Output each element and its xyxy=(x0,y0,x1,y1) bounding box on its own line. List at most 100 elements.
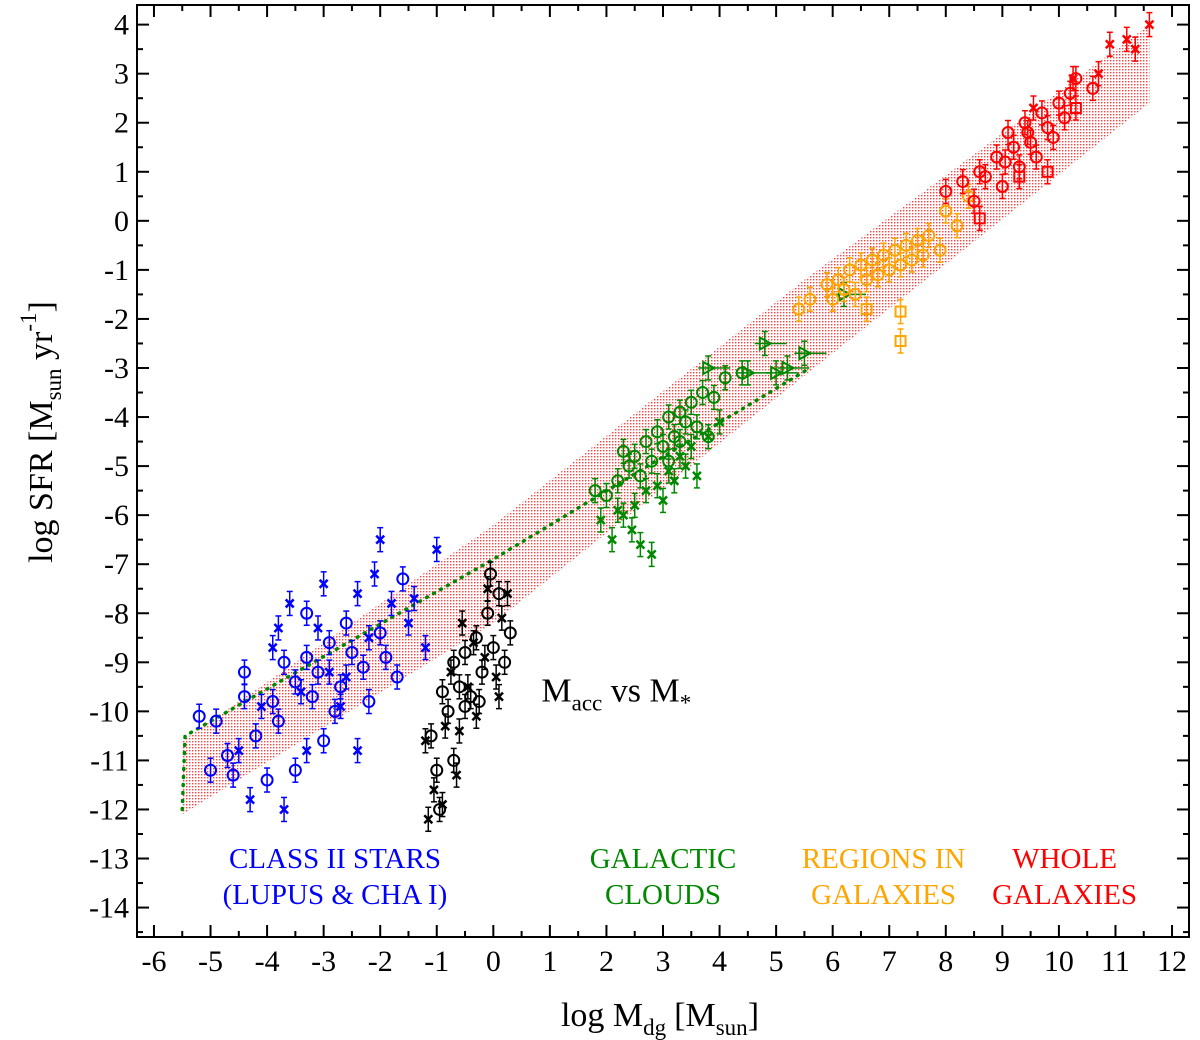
data-point xyxy=(192,703,206,730)
data-point xyxy=(646,541,657,568)
x-tick-label: -2 xyxy=(368,945,393,978)
data-point xyxy=(305,683,319,710)
data-point xyxy=(311,659,325,685)
data-point xyxy=(641,477,651,504)
data-point xyxy=(447,747,461,774)
data-point xyxy=(686,433,697,460)
data-point xyxy=(356,654,370,680)
data-point xyxy=(475,659,489,685)
data-point xyxy=(703,423,714,450)
data-point xyxy=(288,757,302,783)
data-point xyxy=(1121,26,1132,53)
x-tick-label: 3 xyxy=(656,945,671,978)
x-axis-ticks: -6 -5 -4 -3 -2 -1 0 1 2 3 4 5 6 7 8 9 10 11 12 xyxy=(141,5,1187,978)
data-point xyxy=(468,629,479,656)
data-point xyxy=(1028,95,1039,121)
data-point xyxy=(496,605,507,631)
data-point xyxy=(440,713,451,739)
data-point xyxy=(423,806,434,833)
y-tick-label: -4 xyxy=(104,401,129,434)
data-point xyxy=(277,649,291,676)
data-point xyxy=(860,296,873,322)
data-point xyxy=(300,644,314,671)
data-point xyxy=(1104,31,1115,57)
data-point xyxy=(622,453,636,479)
data-point xyxy=(680,453,691,479)
data-point xyxy=(498,649,512,676)
data-point xyxy=(843,257,857,283)
data-point xyxy=(260,767,274,793)
data-point xyxy=(409,585,420,612)
data-point xyxy=(1041,159,1054,185)
group-label: REGIONS IN GALAXIES xyxy=(802,843,966,911)
data-point xyxy=(973,159,987,185)
data-point xyxy=(754,330,787,357)
data-point xyxy=(273,615,284,641)
data-point xyxy=(599,482,613,509)
data-point xyxy=(364,625,374,651)
data-point xyxy=(435,678,449,705)
data-point xyxy=(635,531,646,558)
y-tick-label: 0 xyxy=(114,205,129,238)
data-point xyxy=(916,242,930,268)
data-point xyxy=(267,634,278,661)
x-tick-label: 0 xyxy=(486,945,501,978)
y-tick-label: 1 xyxy=(114,156,129,189)
data-point xyxy=(452,674,466,700)
data-point xyxy=(803,286,817,313)
data-point xyxy=(595,507,606,533)
data-point xyxy=(471,703,482,730)
x-tick-label: 5 xyxy=(769,945,784,978)
data-point xyxy=(792,296,806,322)
data-point xyxy=(345,639,359,666)
data-point xyxy=(1035,100,1049,126)
data-point xyxy=(684,389,698,416)
data-point xyxy=(1130,36,1141,62)
x-tick-label: -4 xyxy=(255,945,280,978)
data-point xyxy=(1021,119,1035,146)
data-point xyxy=(369,561,380,587)
y-axis-ticks: 4 3 2 1 0 -1 -2 -3 -4 -5 -6 -7 -8 -9 -10 -11 -12 -13 -14 xyxy=(89,9,1189,934)
data-point xyxy=(373,620,387,646)
y-tick-label: -8 xyxy=(104,597,129,630)
data-point xyxy=(420,728,431,754)
data-point xyxy=(352,580,363,607)
x-tick-label: 9 xyxy=(995,945,1010,978)
data-point xyxy=(679,409,693,435)
data-point xyxy=(1013,163,1026,190)
data-point xyxy=(503,620,517,646)
data-point xyxy=(220,742,234,769)
y-tick-label: 2 xyxy=(114,107,129,140)
x-axis-label: log Mdg [Msun] xyxy=(561,997,759,1040)
y-tick-label: -5 xyxy=(104,450,129,483)
data-point xyxy=(737,360,770,386)
data-point xyxy=(973,205,986,232)
data-point xyxy=(894,252,908,278)
data-point xyxy=(482,575,493,602)
data-point xyxy=(894,328,907,354)
data-point xyxy=(458,639,472,666)
data-point xyxy=(1144,11,1155,38)
x-tick-label: 6 xyxy=(825,945,840,978)
x-tick-label: 8 xyxy=(938,945,953,978)
data-point xyxy=(1086,75,1100,102)
data-point xyxy=(718,365,732,391)
data-point xyxy=(249,723,263,749)
data-point xyxy=(658,487,668,514)
data-point xyxy=(396,566,410,592)
group-label: GALACTIC CLOUDS xyxy=(590,843,737,911)
y-tick-label: -7 xyxy=(104,548,129,581)
data-point xyxy=(271,708,285,734)
y-tick-label: -2 xyxy=(104,303,129,336)
data-point xyxy=(639,428,653,455)
data-point xyxy=(245,786,256,813)
data-point xyxy=(1007,134,1021,161)
y-tick-label: -1 xyxy=(104,254,129,287)
band-area xyxy=(182,24,1150,815)
data-point xyxy=(437,791,448,818)
data-point xyxy=(233,737,244,764)
y-tick-label: -11 xyxy=(90,744,129,777)
data-point xyxy=(429,777,439,803)
y-tick-label: -9 xyxy=(104,646,129,679)
